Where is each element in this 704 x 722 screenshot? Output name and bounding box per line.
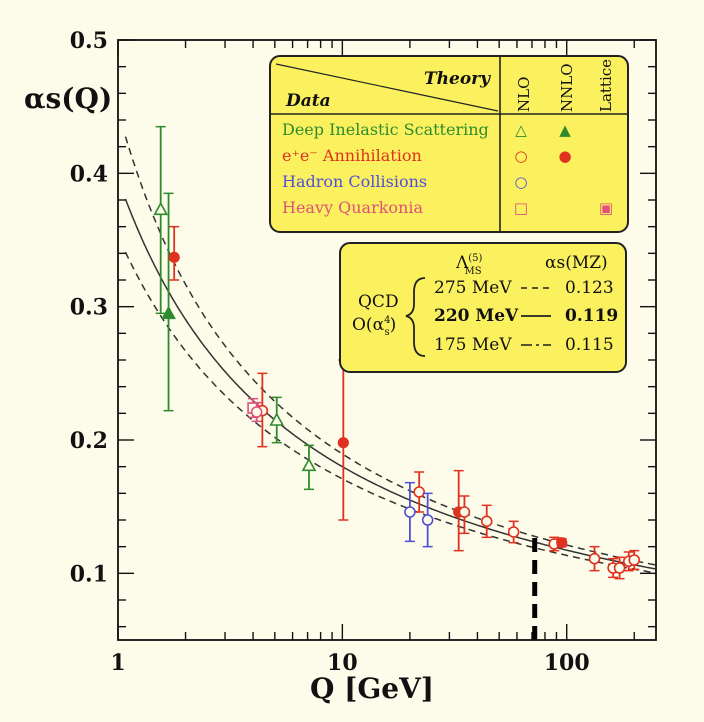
x-axis-label: Q [GeV] (310, 672, 434, 705)
data-point (301, 457, 317, 472)
x-tick-label: 1 (110, 650, 125, 676)
legend-col-lattice: Lattice (597, 59, 615, 112)
data-point (421, 514, 434, 526)
data-point (168, 251, 180, 263)
legend-row-hadron-label: Hadron Collisions (282, 172, 427, 191)
legend-row-dis-label: Deep Inelastic Scattering (282, 120, 489, 139)
qcd-curve-0.115 (124, 251, 656, 574)
qcd-alpha-header: αs(MZ) (545, 253, 608, 273)
legend-row-quarkonia-label: Heavy Quarkonia (282, 198, 423, 217)
series-quarkonia (247, 397, 263, 423)
data-point (458, 506, 471, 518)
legend-row-dis-nlo: △ (515, 121, 527, 139)
qcd-brace (405, 277, 426, 357)
data-point (250, 406, 263, 418)
y-tick-label: 0.4 (70, 161, 108, 187)
data-point (413, 486, 425, 498)
legend-row-ee-nlo: ○ (514, 147, 527, 165)
series-ee (168, 225, 641, 580)
legend-row-ee-nnlo: ● (558, 147, 571, 165)
y-tick-label: 0.1 (70, 561, 108, 587)
legend-theory-header: Theory (424, 69, 491, 89)
plot-frame (117, 39, 657, 641)
series-hadron (404, 481, 434, 548)
qcd-row1-alpha: 0.123 (565, 278, 614, 298)
data-point (153, 201, 169, 216)
qcd-curve-0.119 (124, 198, 656, 570)
qcd-label-line1: QCD (358, 292, 399, 312)
legend-col-nlo: NLO (515, 77, 533, 112)
data-point (556, 537, 568, 549)
data-point (337, 437, 349, 449)
axes: 1 10 100 0.1 0.2 0.3 0.4 0.5 (70, 28, 657, 676)
x-tick-label: 100 (544, 650, 590, 676)
qcd-row3-lambda: 175 MeV (434, 335, 512, 355)
qcd-row2-lambda: 220 MeV (434, 306, 519, 326)
series-dis (153, 125, 317, 491)
data-points (153, 125, 641, 580)
data-point (628, 554, 641, 566)
legend-data-header: Data (285, 91, 331, 111)
y-tick-label: 0.3 (70, 295, 108, 321)
data-point (613, 562, 626, 574)
data-point (507, 526, 520, 538)
legend-row-quarkonia-lattice: ▣ (599, 199, 613, 217)
legend-box: Theory Data NLO NNLO Lattice Deep Inelas… (269, 55, 629, 233)
legend-row-dis-nnlo: ▲ (559, 121, 571, 139)
y-axis-label: αs(Q) (24, 82, 112, 115)
legend-row-quarkonia-nlo: □ (514, 199, 528, 217)
qcd-row1-lambda: 275 MeV (434, 278, 512, 298)
legend-row-hadron-nlo: ○ (514, 173, 527, 191)
qcd-row3-alpha: 0.115 (565, 335, 614, 355)
qcd-box: Λ(5) MS αs(MZ) QCD O(α4 s) 275 MeV 0.123 2… (339, 242, 627, 373)
legend-row-ee-label: e⁺e⁻ Annihilation (282, 146, 422, 165)
qcd-label-line2: O(α4 s) (352, 315, 396, 338)
data-point (404, 506, 416, 518)
qcd-row2-alpha: 0.119 (565, 306, 618, 326)
y-tick-label: 0.2 (70, 428, 108, 454)
y-tick-label: 0.5 (70, 28, 108, 54)
qcd-lambda-header: Λ(5) MS (455, 253, 483, 277)
legend-col-nnlo: NNLO (558, 63, 576, 112)
data-point (269, 412, 285, 426)
data-point (480, 515, 493, 528)
x-tick-label: 10 (327, 650, 358, 676)
data-point (161, 305, 176, 320)
data-point (588, 552, 601, 565)
